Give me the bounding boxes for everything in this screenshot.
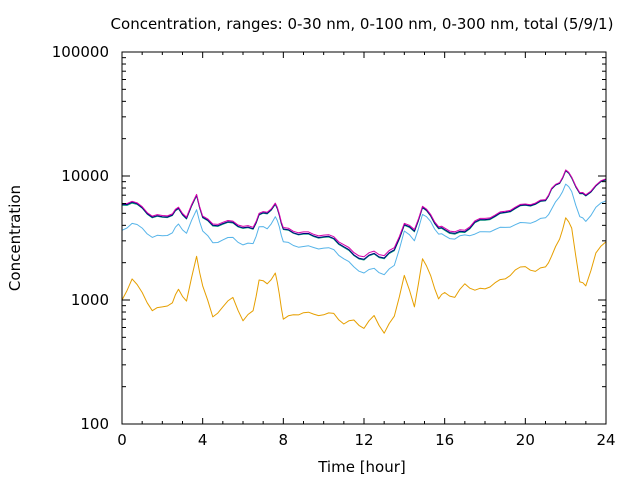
series-line-2 [121, 170, 607, 261]
x-tick-label: 24 [596, 431, 615, 449]
y-tick-label: 100 [80, 415, 109, 433]
y-tick-label: 10000 [61, 167, 109, 185]
y-tick-label: 100000 [52, 43, 109, 61]
y-tick-label: 1000 [71, 291, 109, 309]
series-line-1 [121, 183, 607, 276]
plot-frame [121, 51, 607, 425]
x-tick-label: 20 [516, 431, 535, 449]
series-line-0 [121, 217, 607, 334]
series-line-3 [121, 169, 607, 260]
series-line-4 [121, 169, 607, 258]
y-axis-label: Concentration [6, 185, 24, 291]
series-layer [121, 169, 607, 334]
x-tick-label: 4 [198, 431, 208, 449]
x-tick-label: 0 [117, 431, 127, 449]
x-axis-label: Time [hour] [317, 458, 406, 476]
axes-layer: 0 4 8 12 16 20 24 100 1000 10000 100000 [52, 43, 616, 449]
chart-title: Concentration, ranges: 0-30 nm, 0-100 nm… [111, 15, 614, 33]
x-tick-label: 12 [354, 431, 373, 449]
x-tick-label: 8 [279, 431, 289, 449]
x-tick-label: 16 [435, 431, 454, 449]
